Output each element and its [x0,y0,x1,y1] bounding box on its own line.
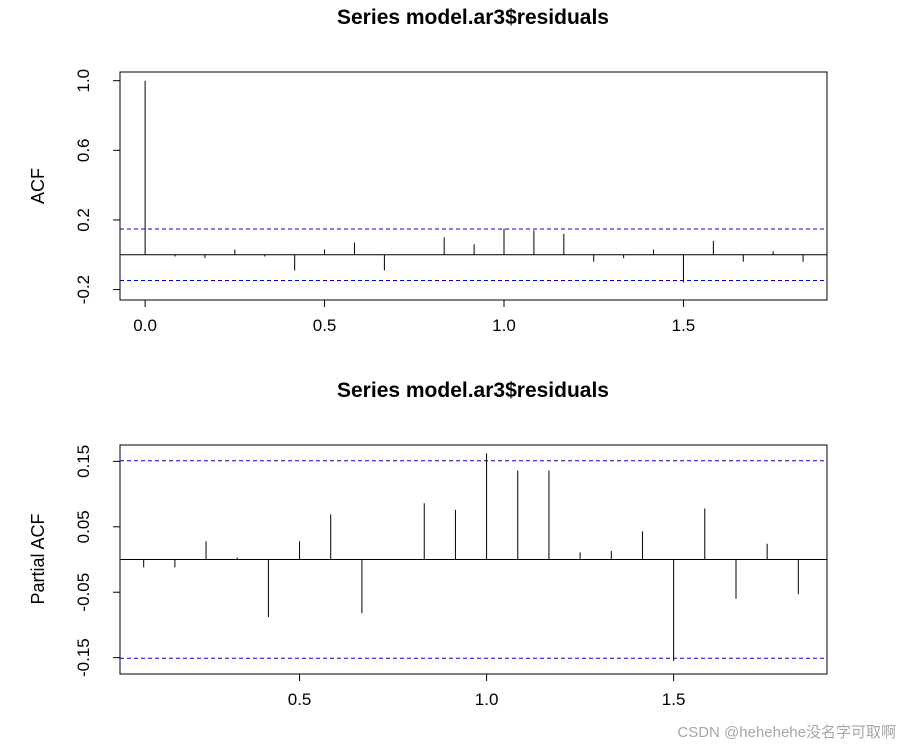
pacf-panel: Series model.ar3$residuals Partial ACF -… [28,379,828,709]
watermark: CSDN @hehehehe没名字可取啊 [677,724,896,741]
acf-y-tick-label: 0.2 [74,208,93,232]
pacf-x-tick-label: 1.5 [662,690,686,709]
acf-x-tick-label: 0.5 [313,316,337,335]
acf-chart-title: Series model.ar3$residuals [337,6,609,29]
acf-y-axis-label: ACF [28,168,48,204]
pacf-y-tick-label: 0.05 [74,510,93,543]
pacf-y-tick-label: 0.15 [74,445,93,478]
acf-y-tick-label: 0.6 [74,139,93,163]
acf-plot-frame [119,71,828,301]
acf-x-tick-label: 0.0 [133,316,157,335]
acf-x-tick-label: 1.5 [672,316,696,335]
pacf-x-tick-label: 1.0 [475,690,499,709]
pacf-y-tick-label: -0.05 [74,573,93,612]
acf-y-tick-label: 1.0 [74,69,93,93]
pacf-y-tick-label: -0.15 [74,638,93,677]
pacf-chart-title: Series model.ar3$residuals [337,379,609,402]
pacf-y-axis-label: Partial ACF [28,513,48,604]
acf-panel: Series model.ar3$residuals ACF -0.2 0.2 0.… [28,6,828,335]
acf-y-tick-label: -0.2 [74,275,93,304]
pacf-x-tick-label: 0.5 [288,690,312,709]
acf-x-tick-label: 1.0 [492,316,516,335]
